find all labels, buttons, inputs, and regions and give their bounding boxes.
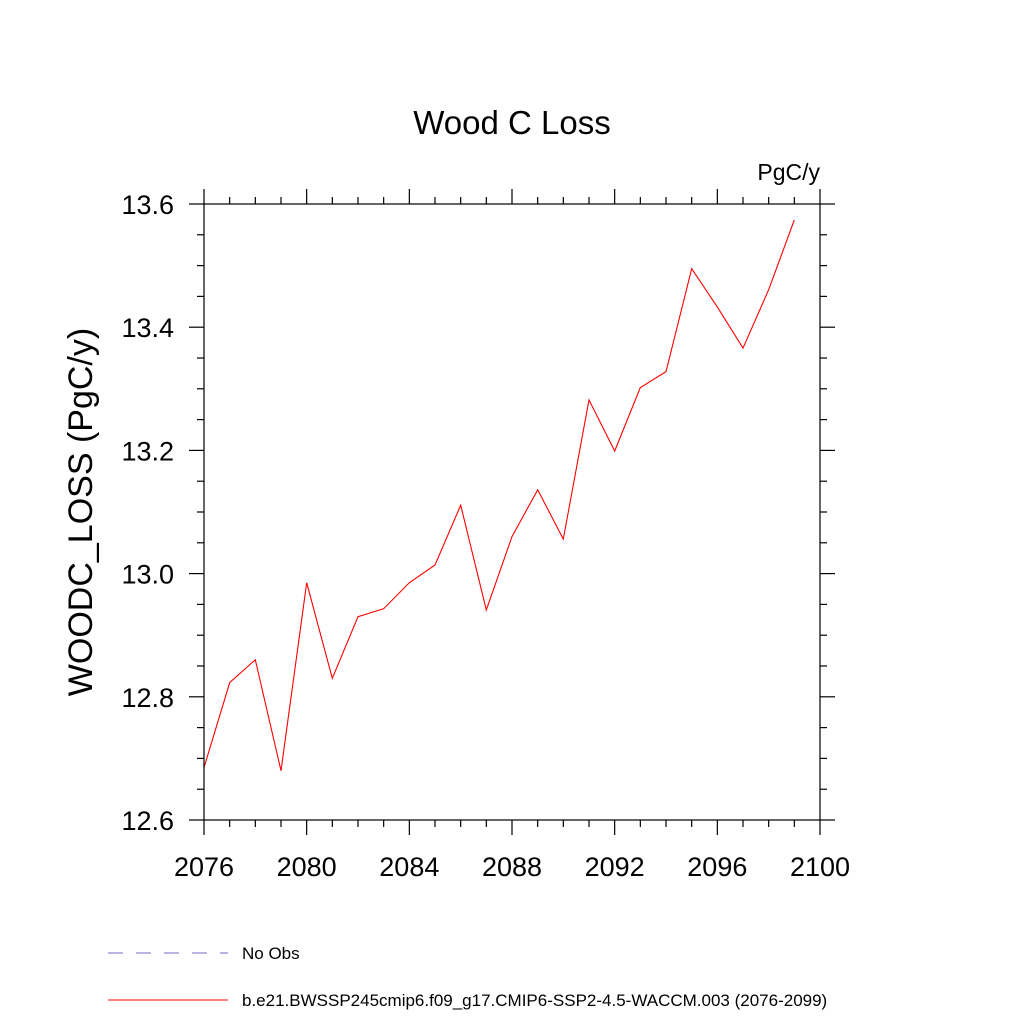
y-tick-label: 12.8	[121, 683, 174, 713]
x-tick-label: 2100	[790, 852, 850, 882]
y-tick-label: 13.6	[121, 190, 174, 220]
x-axis-ticks: 2076 2080 2084 2088 2092 2096 2100	[174, 189, 850, 882]
chart-title: Wood C Loss	[413, 104, 610, 141]
series-lines	[203, 219, 795, 771]
series-line	[203, 219, 795, 771]
y-tick-label: 12.6	[121, 806, 174, 836]
x-tick-label: 2088	[482, 852, 542, 882]
legend: No Obs b.e21.BWSSP245cmip6.f09_g17.CMIP6…	[108, 944, 827, 1010]
x-tick-label: 2084	[379, 852, 439, 882]
y-tick-label: 13.4	[121, 313, 174, 343]
x-tick-label: 2092	[585, 852, 645, 882]
legend-label-model-run: b.e21.BWSSP245cmip6.f09_g17.CMIP6-SSP2-4…	[242, 991, 827, 1010]
legend-label-no-obs: No Obs	[242, 944, 300, 963]
y-axis-ticks: 12.6 12.8 13.0 13.2 13.4 13.6	[121, 190, 835, 836]
units-label: PgC/y	[757, 159, 820, 185]
y-tick-label: 13.2	[121, 436, 174, 466]
x-tick-label: 2080	[277, 852, 337, 882]
y-tick-label: 13.0	[121, 560, 174, 590]
x-tick-label: 2096	[687, 852, 747, 882]
plot-frame	[203, 203, 821, 821]
x-tick-label: 2076	[174, 852, 234, 882]
y-axis-label: WOODC_LOSS (PgC/y)	[62, 328, 100, 696]
